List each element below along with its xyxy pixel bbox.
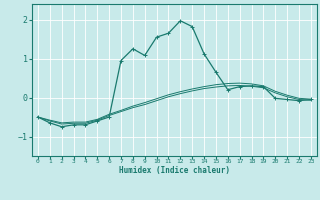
X-axis label: Humidex (Indice chaleur): Humidex (Indice chaleur)	[119, 166, 230, 175]
